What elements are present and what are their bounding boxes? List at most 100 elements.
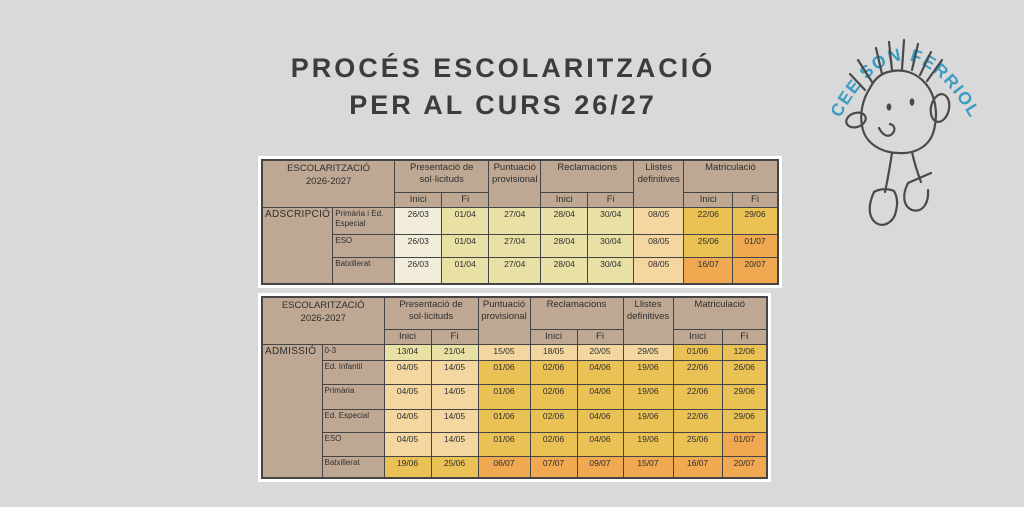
subcolumn-header: Fi — [441, 191, 490, 208]
subcolumn-header: Fi — [430, 328, 479, 345]
subcolumn-header: Fi — [721, 328, 768, 345]
poster-title: PROCÉS ESCOLARITZACIÓ PER AL CURS 26/27 — [258, 50, 748, 124]
date-cell: 22/06 — [683, 206, 734, 235]
row-label: Ed. Especial — [321, 408, 385, 433]
column-group-header: Puntuació provisional — [477, 296, 531, 345]
date-cell: 14/05 — [430, 431, 479, 457]
school-logo: CEE SON FERRIOL — [832, 38, 982, 226]
date-cell: 16/07 — [683, 256, 734, 285]
column-group-header: Llistes definitives — [622, 296, 674, 345]
date-cell: 19/06 — [622, 408, 674, 433]
date-cell: 14/05 — [430, 408, 479, 433]
date-cell: 19/06 — [622, 359, 674, 385]
date-cell: 26/06 — [721, 359, 768, 385]
row-label: Batxillerat — [332, 256, 396, 285]
date-cell: 08/05 — [633, 206, 685, 235]
row-label: ESO — [332, 233, 396, 258]
section-label: ADSCRIPCIÓ — [261, 206, 334, 285]
date-cell: 26/03 — [394, 206, 443, 235]
date-cell: 07/07 — [529, 455, 578, 479]
date-cell: 25/06 — [430, 455, 479, 479]
date-cell: 19/06 — [622, 431, 674, 457]
date-cell: 13/04 — [383, 343, 432, 361]
subcolumn-header: Inici — [394, 191, 443, 208]
column-group-header: Puntuació provisional — [488, 159, 542, 208]
date-cell: 12/06 — [721, 343, 768, 361]
date-cell: 04/06 — [576, 408, 624, 433]
date-cell: 04/05 — [383, 408, 432, 433]
date-cell: 20/07 — [732, 256, 779, 285]
date-cell: 01/06 — [477, 431, 531, 457]
date-cell: 04/06 — [576, 383, 624, 410]
title-line-1: PROCÉS ESCOLARITZACIÓ — [290, 53, 716, 83]
date-cell: 30/04 — [587, 233, 635, 258]
date-cell: 14/05 — [430, 383, 479, 410]
subcolumn-header: Inici — [540, 191, 589, 208]
date-cell: 04/05 — [383, 359, 432, 385]
date-cell: 28/04 — [540, 256, 589, 285]
date-cell: 04/05 — [383, 431, 432, 457]
date-cell: 22/06 — [672, 408, 723, 433]
column-group-header: Matriculació — [672, 296, 768, 330]
date-cell: 27/04 — [488, 256, 542, 285]
date-cell: 26/03 — [394, 256, 443, 285]
column-group-header: Reclamacions — [540, 159, 635, 193]
date-cell: 22/06 — [672, 359, 723, 385]
date-cell: 09/07 — [576, 455, 624, 479]
title-line-2: PER AL CURS 26/27 — [349, 90, 657, 120]
date-cell: 30/04 — [587, 206, 635, 235]
date-cell: 08/05 — [633, 233, 685, 258]
column-group-header: Presentació de sol·licituds — [383, 296, 479, 330]
date-cell: 01/04 — [441, 233, 490, 258]
subcolumn-header: Fi — [576, 328, 624, 345]
subcolumn-header: Inici — [672, 328, 723, 345]
row-label: Batxillerat — [321, 455, 385, 479]
date-cell: 02/06 — [529, 431, 578, 457]
column-group-header: Presentació de sol·licituds — [394, 159, 490, 193]
date-cell: 16/07 — [672, 455, 723, 479]
date-cell: 29/05 — [622, 343, 674, 361]
date-cell: 20/07 — [721, 455, 768, 479]
date-cell: 15/05 — [477, 343, 531, 361]
date-cell: 21/04 — [430, 343, 479, 361]
date-cell: 08/05 — [633, 256, 685, 285]
date-cell: 27/04 — [488, 233, 542, 258]
date-cell: 26/03 — [394, 233, 443, 258]
date-cell: 06/07 — [477, 455, 531, 479]
date-cell: 29/06 — [721, 408, 768, 433]
date-cell: 02/06 — [529, 408, 578, 433]
date-cell: 01/06 — [477, 383, 531, 410]
date-cell: 30/04 — [587, 256, 635, 285]
subcolumn-header: Inici — [683, 191, 734, 208]
svg-text:CEE SON FERRIOL: CEE SON FERRIOL — [832, 44, 982, 121]
date-cell: 01/07 — [732, 233, 779, 258]
row-label: Primària — [321, 383, 385, 410]
column-group-header: Llistes definitives — [633, 159, 685, 208]
date-cell: 22/06 — [672, 383, 723, 410]
row-label: ESO — [321, 431, 385, 457]
row-label: 0-3 — [321, 343, 385, 361]
date-cell: 18/05 — [529, 343, 578, 361]
adscripcio-table: ESCOLARITZACIÓ 2026-2027 Presentació de so… — [258, 156, 782, 288]
date-cell: 01/06 — [477, 359, 531, 385]
date-cell: 02/06 — [529, 359, 578, 385]
date-cell: 01/04 — [441, 256, 490, 285]
table-corner-header: ESCOLARITZACIÓ 2026-2027 — [261, 296, 385, 345]
date-cell: 28/04 — [540, 233, 589, 258]
date-cell: 04/06 — [576, 431, 624, 457]
subcolumn-header: Fi — [587, 191, 635, 208]
date-cell: 14/05 — [430, 359, 479, 385]
date-cell: 01/06 — [672, 343, 723, 361]
date-cell: 29/06 — [732, 206, 779, 235]
date-cell: 19/06 — [622, 383, 674, 410]
table-corner-header: ESCOLARITZACIÓ 2026-2027 — [261, 159, 396, 208]
subcolumn-header: Inici — [383, 328, 432, 345]
date-cell: 29/06 — [721, 383, 768, 410]
date-cell: 20/05 — [576, 343, 624, 361]
date-cell: 01/07 — [721, 431, 768, 457]
date-cell: 04/05 — [383, 383, 432, 410]
date-cell: 19/06 — [383, 455, 432, 479]
date-cell: 27/04 — [488, 206, 542, 235]
stick-figure-doodle — [845, 38, 951, 226]
date-cell: 04/06 — [576, 359, 624, 385]
